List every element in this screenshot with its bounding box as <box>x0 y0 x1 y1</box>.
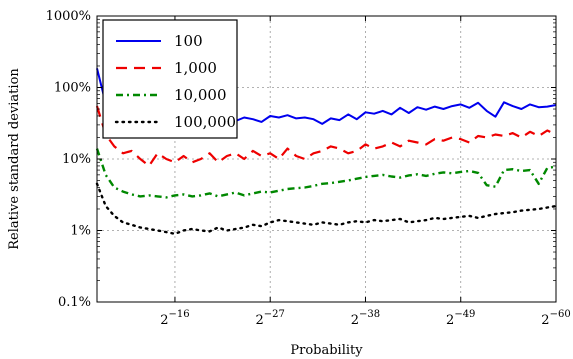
x-tick-base: 2 <box>160 313 168 328</box>
y-tick-label: 100% <box>54 81 91 96</box>
x-tick-label: 2−49 <box>446 309 475 328</box>
x-tick-label: 2−16 <box>160 309 189 328</box>
x-tick-label: 2−60 <box>541 309 570 328</box>
x-tick-base: 2 <box>256 313 264 328</box>
legend-box <box>102 19 238 139</box>
series-line-2 <box>95 148 557 199</box>
x-tick-label: 2−38 <box>351 309 380 328</box>
tick-marks <box>97 15 557 303</box>
x-tick-exponent: −27 <box>264 309 285 320</box>
x-tick-base: 2 <box>541 313 549 328</box>
y-tick-label: 10% <box>62 152 91 167</box>
x-tick-exponent: −16 <box>169 309 190 320</box>
legend-label-0: 100 <box>174 32 203 50</box>
x-axis-label: Probability <box>290 343 363 358</box>
y-tick-label: 1000% <box>46 9 91 24</box>
legend: 100 1,000 10,000 100,000 <box>102 19 238 139</box>
x-tick-base: 2 <box>351 313 359 328</box>
x-tick-exponent: −49 <box>454 309 475 320</box>
series-line-1 <box>95 105 557 167</box>
legend-label-2: 10,000 <box>174 86 227 104</box>
y-axis-label: Relative standard deviation <box>7 68 22 250</box>
x-tick-labels: 2−16 2−27 2−38 2−49 2−60 <box>160 309 570 328</box>
series-line-3 <box>95 182 558 236</box>
y-tick-label: 0.1% <box>58 295 91 310</box>
x-tick-base: 2 <box>446 313 454 328</box>
legend-label-1: 1,000 <box>174 59 217 77</box>
y-tick-labels: 0.1% 1% 10% 100% 1000% <box>46 9 91 310</box>
legend-label-3: 100,000 <box>174 113 236 131</box>
x-tick-exponent: −38 <box>359 309 380 320</box>
y-tick-label: 1% <box>70 224 91 239</box>
x-tick-exponent: −60 <box>550 309 571 320</box>
x-tick-label: 2−27 <box>256 309 285 328</box>
